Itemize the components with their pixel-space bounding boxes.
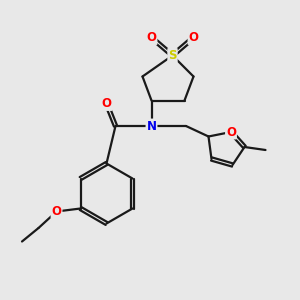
- Text: S: S: [168, 49, 177, 62]
- Text: O: O: [101, 97, 112, 110]
- Text: O: O: [226, 125, 236, 139]
- Text: O: O: [188, 31, 199, 44]
- Text: N: N: [146, 119, 157, 133]
- Text: O: O: [146, 31, 157, 44]
- Text: O: O: [52, 205, 61, 218]
